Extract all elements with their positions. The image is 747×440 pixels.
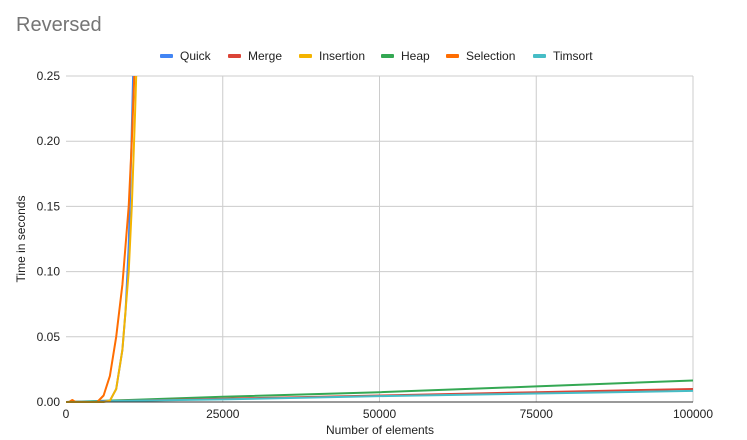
- legend-label-insertion: Insertion: [319, 49, 365, 63]
- legend-label-merge: Merge: [248, 49, 282, 63]
- x-axis-label: Number of elements: [326, 423, 434, 437]
- legend-label-heap: Heap: [401, 49, 430, 63]
- chart-title: Reversed: [16, 14, 102, 36]
- legend-label-quick: Quick: [180, 49, 212, 63]
- series-line-selection: [66, 76, 136, 403]
- x-tick-label: 50000: [363, 407, 397, 421]
- legend-label-selection: Selection: [466, 49, 515, 63]
- legend-label-timsort: Timsort: [553, 49, 593, 63]
- y-tick-label: 0.00: [37, 395, 61, 409]
- legend-swatch-timsort: [533, 54, 546, 58]
- y-tick-label: 0.20: [37, 134, 61, 148]
- legend-swatch-merge: [228, 54, 241, 58]
- legend-swatch-insertion: [299, 54, 312, 58]
- legend-swatch-heap: [381, 54, 394, 58]
- x-tick-label: 0: [63, 407, 70, 421]
- y-axis-ticks: 0.00 0.05 0.10 0.15 0.20 0.25: [37, 69, 61, 409]
- x-tick-label: 25000: [206, 407, 240, 421]
- y-tick-label: 0.05: [37, 330, 61, 344]
- y-tick-label: 0.25: [37, 69, 61, 83]
- x-tick-label: 100000: [673, 407, 713, 421]
- legend: Quick Merge Insertion Heap Selection Timsort: [160, 49, 593, 63]
- gridlines: [66, 75, 694, 402]
- series-line-quick: [66, 76, 135, 403]
- y-tick-label: 0.15: [37, 199, 61, 213]
- y-tick-label: 0.10: [37, 265, 61, 279]
- y-axis-label: Time in seconds: [14, 196, 28, 283]
- series-line-timsort: [66, 389, 693, 403]
- series-layer: [66, 76, 693, 403]
- x-axis-ticks: 0 25000 50000 75000 100000: [63, 407, 714, 421]
- x-tick-label: 75000: [520, 407, 554, 421]
- legend-swatch-quick: [160, 54, 173, 58]
- legend-swatch-selection: [446, 54, 459, 58]
